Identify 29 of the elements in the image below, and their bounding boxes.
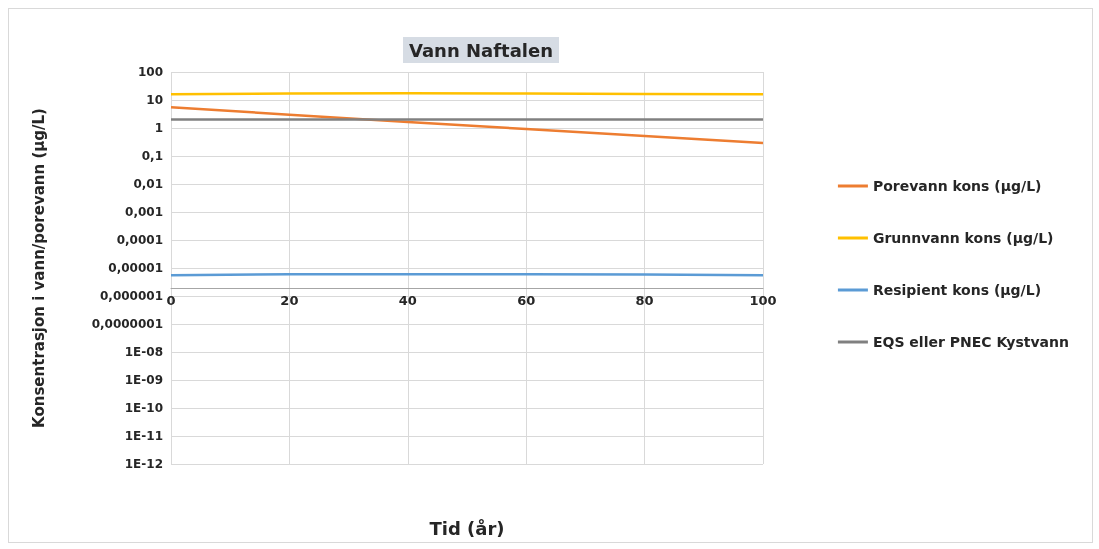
y-tick-label: 0,00001 [108, 261, 163, 275]
line-series [169, 106, 765, 145]
legend-label: Porevann kons (µg/L) [872, 178, 1042, 194]
x-tick-label: 80 [635, 292, 654, 308]
y-tick-label: 100 [137, 65, 163, 79]
chart-title: Vann Naftalen [409, 39, 553, 61]
x-tick-label: 100 [749, 292, 777, 308]
y-axis-title: Konsentrasjon i vann/porevann (µg/L) [29, 108, 48, 428]
legend-label: Resipient kons (µg/L) [872, 282, 1042, 298]
y-tick-label: 0,0001 [116, 233, 163, 247]
y-tick-label: 1E-08 [124, 345, 163, 359]
y-tick-label: 1E-11 [124, 429, 163, 443]
y-tick-label: 1E-12 [124, 457, 163, 471]
x-axis-title: Tid (år) [429, 517, 505, 539]
y-tick-label: 0,0000001 [91, 317, 163, 331]
y-tick-label: 0,01 [133, 177, 163, 191]
y-tick-label: 0,000001 [99, 289, 163, 303]
x-tick-label: 60 [517, 292, 536, 308]
legend-label: Grunnvann kons (µg/L) [872, 230, 1054, 246]
y-tick-label: 1 [154, 121, 163, 135]
y-tick-label: 1E-10 [124, 401, 163, 415]
x-tick-label: 20 [280, 292, 299, 308]
x-tick-label: 40 [398, 292, 417, 308]
y-tick-label: 1E-09 [124, 373, 163, 387]
legend-label: EQS eller PNEC Kystvann [872, 334, 1069, 350]
y-tick-label: 10 [146, 93, 163, 107]
y-tick-label: 0,1 [141, 149, 163, 163]
y-tick-label: 0,001 [125, 205, 163, 219]
x-tick-label: 0 [166, 292, 176, 308]
